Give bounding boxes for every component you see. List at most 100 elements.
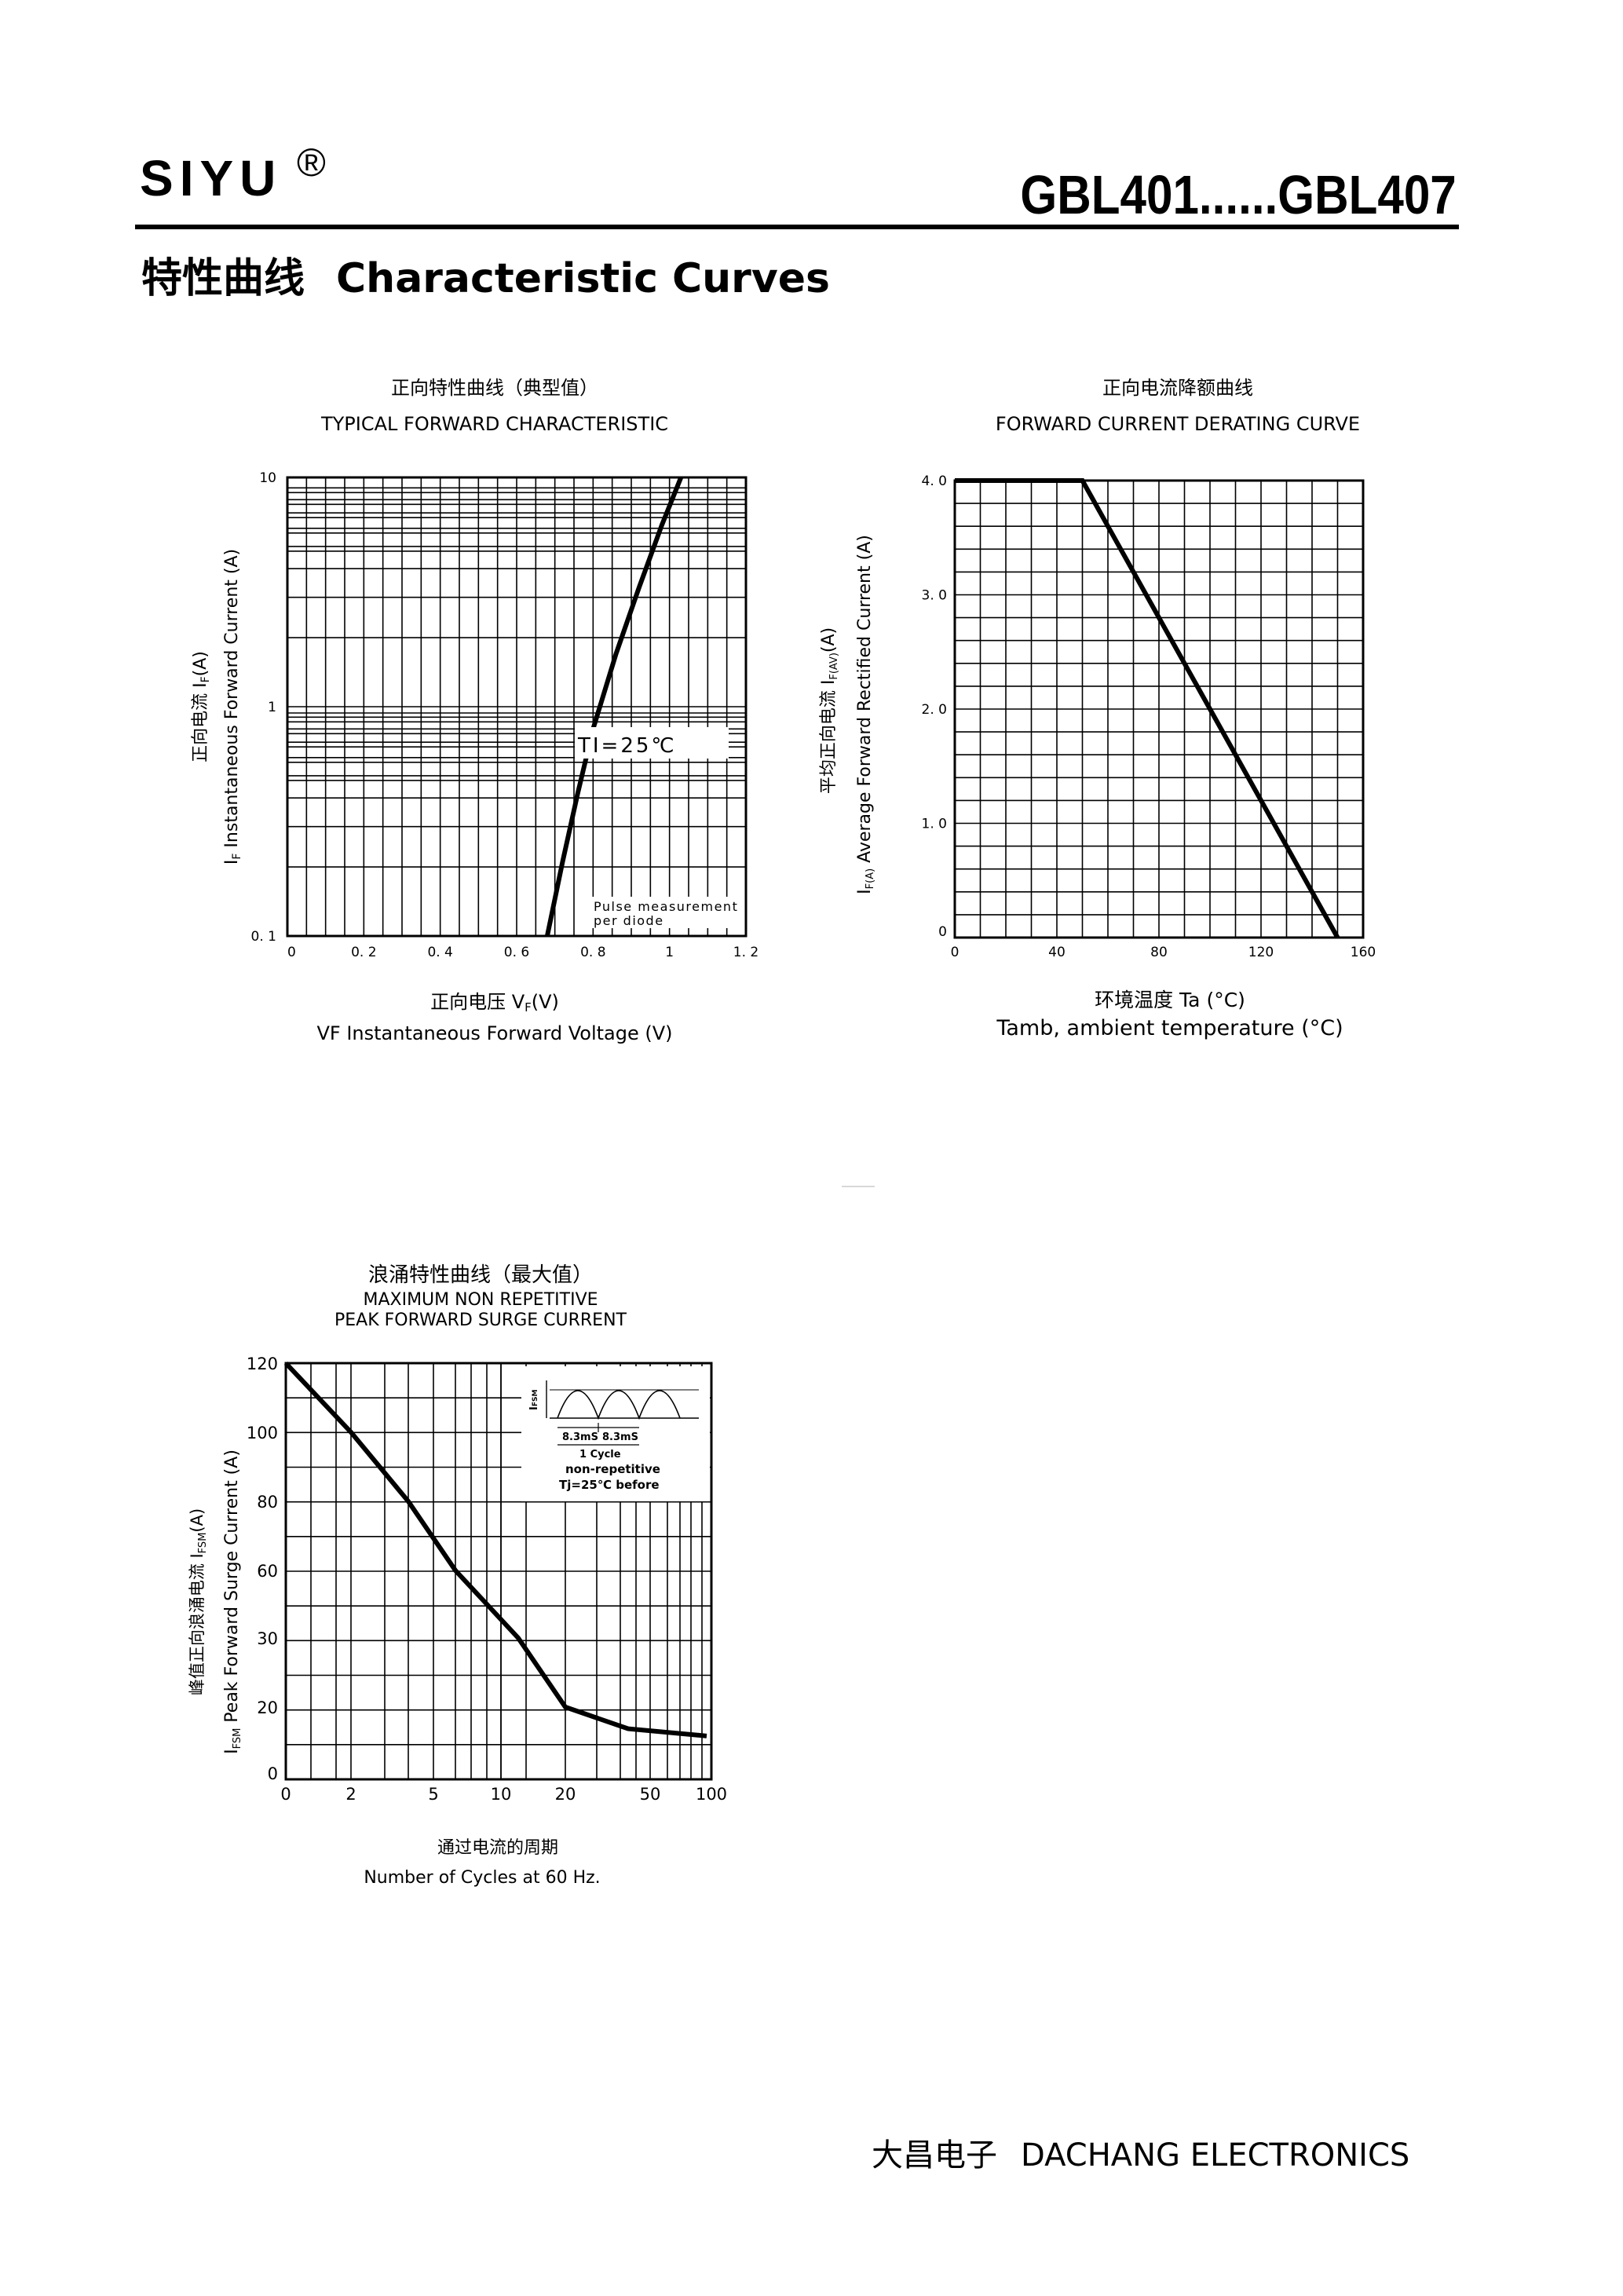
- header-rule: [135, 225, 1459, 229]
- derating-chart: 正向电流降额曲线 FORWARD CURRENT DERATING CURVE …: [819, 377, 1376, 1040]
- forward-y-ticks: 10 1 0. 1: [251, 470, 276, 945]
- forward-x-tick-label: 0. 2: [351, 945, 376, 960]
- forward-chart: 正向特性曲线（典型值） TYPICAL FORWARD CHARACTERIST…: [191, 377, 758, 1044]
- forward-pulse-box: [587, 897, 744, 928]
- surge-ylabel-cn: 峰值正向浪涌电流 IFSM(A): [188, 1508, 209, 1695]
- derating-y-tick-label: 0: [938, 924, 947, 940]
- surge-title-cn: 浪涌特性曲线（最大值）: [368, 1263, 593, 1287]
- inset-ifsm-sub: FSM: [532, 1390, 539, 1407]
- derating-ylabel-en: IF(A) Average Forward Rectified Current …: [855, 535, 876, 894]
- surge-xlabel-en: Number of Cycles at 60 Hz.: [364, 1868, 600, 1888]
- forward-x-tick-label: 0: [287, 945, 296, 960]
- section-title: 特性曲线 Characteristic Curves: [141, 245, 830, 304]
- forward-x-tick-label: 0. 4: [427, 945, 452, 960]
- derating-ylabel-cn-sub: F(AV): [828, 653, 840, 680]
- derating-x-tick-label: 80: [1150, 945, 1168, 960]
- forward-x-tick-label: 1: [665, 945, 674, 960]
- derating-x-ticks: 0 40 80 120 160: [951, 945, 1376, 960]
- derating-grid: [955, 481, 1363, 938]
- derating-title-en: FORWARD CURRENT DERATING CURVE: [996, 413, 1360, 435]
- forward-xlabel-cn: 正向电压 VF(V): [430, 991, 559, 1015]
- derating-xlabel-en: Tamb, ambient temperature (°C): [996, 1016, 1343, 1040]
- surge-ylabel-en-rest: Peak Forward Surge Current (A): [222, 1450, 242, 1728]
- forward-ylabel-en-rest: Instantaneous Forward Current (A): [222, 549, 242, 854]
- derating-xlabel-cn: 环境温度 Ta (°C): [1095, 989, 1245, 1011]
- surge-x-ticks: 0 2 5 10 20 50 100: [280, 1785, 727, 1804]
- footer-company-en: DACHANG ELECTRONICS: [1021, 2137, 1410, 2174]
- surge-x-tick-label: 10: [491, 1785, 512, 1804]
- derating-x-tick-label: 120: [1248, 945, 1274, 960]
- surge-y-ticks: 120 100 80 60 30 20 0: [247, 1355, 278, 1783]
- surge-x-tick-label: 20: [555, 1785, 576, 1804]
- forward-pulse-annotation-2: per diode: [594, 913, 664, 928]
- inset-note-2: Tj=25℃ before: [559, 1478, 660, 1492]
- surge-x-tick-label: 100: [696, 1785, 727, 1804]
- derating-ylabel-cn-text: 平均正向电流 I: [819, 680, 839, 794]
- forward-ylabel-en-sub: F: [231, 854, 243, 860]
- forward-xlabel-en: VF Instantaneous Forward Voltage (V): [316, 1022, 672, 1044]
- derating-ylabel-en-rest: Average Forward Rectified Current (A): [855, 535, 875, 868]
- inset-ifsm-i: I: [528, 1406, 540, 1410]
- forward-ylabel-en-i: I: [222, 860, 242, 865]
- surge-x-tick-label: 50: [640, 1785, 661, 1804]
- inset-ifsm-label: IFSM: [528, 1390, 540, 1410]
- derating-ylabel-en-i: I: [855, 889, 875, 894]
- forward-ylabel-cn-unit: (A): [191, 651, 210, 676]
- inset-cycle-label: 1 Cycle: [579, 1449, 621, 1461]
- inset-period-1: 8.3mS: [562, 1431, 598, 1443]
- section-title-en: Characteristic Curves: [336, 255, 830, 302]
- registered-mark: ®: [297, 141, 326, 185]
- inset-sine-wave: [557, 1390, 681, 1420]
- derating-y-tick-label: 1. 0: [922, 817, 947, 832]
- forward-grid: [287, 477, 746, 936]
- surge-ylabel-en: IFSM Peak Forward Surge Current (A): [222, 1450, 243, 1754]
- derating-ylabel-cn: 平均正向电流 IF(AV)(A): [819, 627, 840, 794]
- forward-xlabel-cn-unit: (V): [532, 991, 559, 1013]
- forward-xlabel-cn-text: 正向电压 V: [430, 991, 525, 1013]
- inset-period-2: 8.3mS: [602, 1431, 638, 1443]
- forward-y-tick-label: 0. 1: [251, 929, 276, 945]
- surge-y-tick-label: 100: [247, 1424, 278, 1442]
- surge-frame: [284, 1362, 713, 1781]
- surge-y-tick-label: 80: [257, 1493, 278, 1512]
- footer-company-cn: 大昌电子: [872, 2137, 997, 2174]
- surge-y-tick-label: 60: [257, 1562, 278, 1581]
- derating-y-tick-label: 3. 0: [922, 588, 947, 604]
- forward-xlabel-cn-sub: F: [525, 1000, 532, 1015]
- forward-x-ticks: 0 0. 2 0. 4 0. 6 0. 8 1 1. 2: [287, 945, 758, 960]
- derating-y-tick-label: 2. 0: [922, 702, 947, 718]
- forward-x-tick-label: 0. 8: [580, 945, 605, 960]
- surge-title-en-1: MAXIMUM NON REPETITIVE: [363, 1290, 598, 1310]
- brand-logo: SIYU: [140, 150, 283, 207]
- forward-x-tick-label: 1. 2: [733, 945, 758, 960]
- forward-pulse-annotation-1: Pulse measurement: [594, 899, 738, 914]
- inset-note-1: non-repetitive: [565, 1462, 660, 1476]
- surge-inset-waveform: IFSM 8.3mS 8.3mS 1 Cycle non-repetitive …: [528, 1380, 699, 1492]
- surge-inset-bg: [521, 1366, 710, 1501]
- forward-y-tick-label: 10: [259, 470, 276, 486]
- derating-title-cn: 正向电流降额曲线: [1102, 377, 1253, 399]
- surge-x-tick-label: 2: [345, 1785, 356, 1804]
- forward-temp-annotation: TI=25℃: [577, 734, 677, 758]
- forward-ylabel-en: IF Instantaneous Forward Current (A): [222, 549, 243, 865]
- derating-curve: [955, 478, 1340, 939]
- surge-ylabel-en-sub: FSM: [232, 1728, 243, 1749]
- forward-ylabel-cn-text: 正向电流 I: [191, 682, 210, 762]
- derating-y-ticks: 4. 0 3. 0 2. 0 1. 0 0: [922, 473, 947, 940]
- derating-ylabel-en-sub: F(A): [865, 868, 876, 890]
- footer: 大昌电子 DACHANG ELECTRONICS: [872, 2130, 1409, 2175]
- surge-ylabel-cn-unit: (A): [188, 1508, 207, 1533]
- derating-x-tick-label: 160: [1351, 945, 1376, 960]
- surge-title-en-2: PEAK FORWARD SURGE CURRENT: [334, 1311, 627, 1330]
- forward-title-en: TYPICAL FORWARD CHARACTERISTIC: [320, 413, 668, 435]
- surge-curve: [283, 1361, 707, 1738]
- forward-title-cn: 正向特性曲线（典型值）: [391, 377, 598, 399]
- forward-curve: [544, 476, 684, 937]
- forward-ylabel-cn-sub: F: [199, 676, 212, 682]
- derating-ylabel-cn-unit: (A): [819, 627, 839, 653]
- derating-frame: [953, 479, 1365, 939]
- surge-chart: 浪涌特性曲线（最大值） MAXIMUM NON REPETITIVE PEAK …: [188, 1263, 727, 1888]
- derating-x-tick-label: 0: [951, 945, 960, 960]
- derating-x-tick-label: 40: [1048, 945, 1066, 960]
